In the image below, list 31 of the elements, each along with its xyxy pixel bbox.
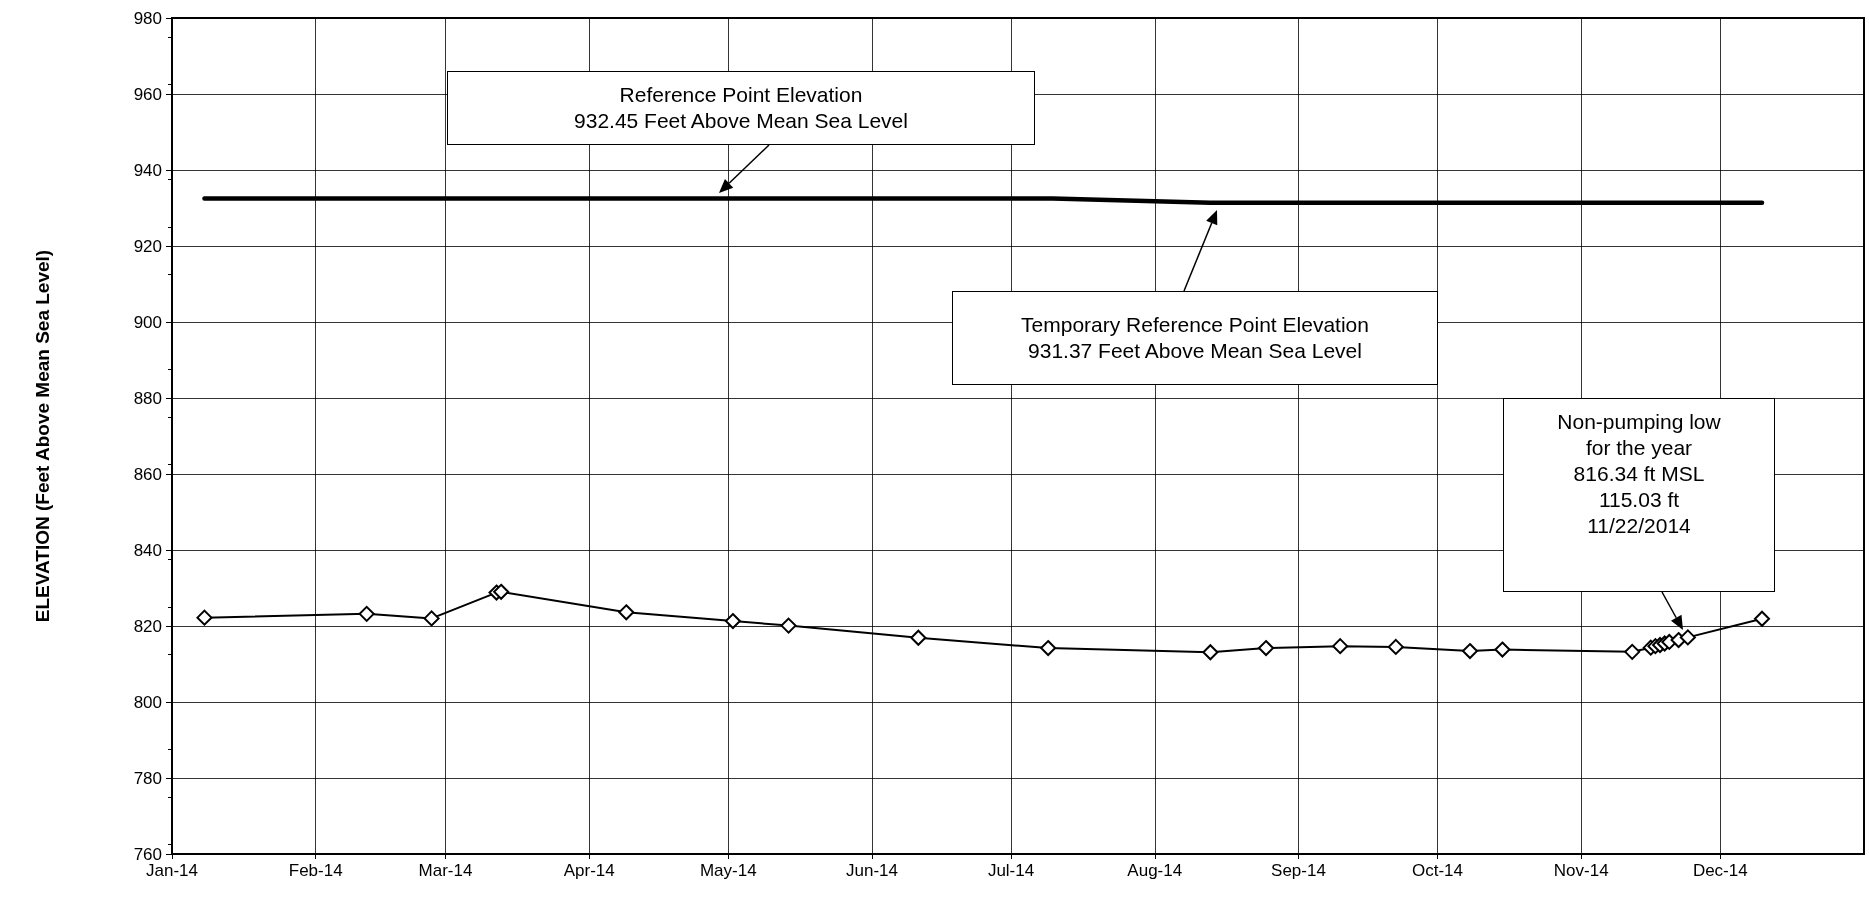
note-box: Reference Point Elevation 932.45 Feet Above Mean Sea Level	[447, 71, 1035, 145]
y-tick-label: 780	[133, 768, 162, 788]
y-tick-label: 940	[133, 160, 162, 180]
y-tick-label: 800	[133, 692, 162, 712]
y-axis-title: ELEVATION (Feet Above Mean Sea Level)	[32, 249, 53, 623]
y-tick-label: 900	[133, 312, 162, 332]
note-box: Temporary Reference Point Elevation 931.37 Feet Above Mean Sea Level	[952, 291, 1438, 385]
y-tick-label: 880	[133, 388, 162, 408]
note-box: Non-pumping low for the year 816.34 ft MSL 115.03 ft 11/22/2014	[1503, 398, 1775, 592]
x-tick-label: Jan-14	[146, 861, 198, 880]
x-tick-label: May-14	[699, 861, 757, 880]
x-tick-label: Apr-14	[563, 861, 615, 880]
y-tick-label: 820	[133, 616, 162, 636]
y-tick-label: 980	[133, 8, 162, 28]
y-tick-label: 840	[133, 540, 162, 560]
annotation: Non-pumping low for the year 816.34 ft MSL 115.03 ft 11/22/2014	[1557, 409, 1721, 539]
y-tick-label: 760	[133, 844, 162, 864]
annotation: Reference Point Elevation 932.45 Feet Above Mean Sea Level	[574, 82, 908, 134]
x-tick-label: Dec-14	[1692, 861, 1748, 880]
x-tick-label: Oct-14	[1412, 861, 1464, 880]
x-tick-label: Jun-14	[845, 861, 898, 880]
x-tick-label: Aug-14	[1127, 861, 1183, 880]
x-tick-label: Jul-14	[987, 861, 1035, 880]
y-tick-label: 960	[133, 84, 162, 104]
y-tick-label: 920	[133, 236, 162, 256]
x-tick-label: Nov-14	[1553, 861, 1609, 880]
x-tick-label: Mar-14	[418, 861, 473, 880]
annotation: Temporary Reference Point Elevation 931.37 Feet Above Mean Sea Level	[1021, 312, 1369, 364]
y-tick-label: 860	[133, 464, 162, 484]
x-tick-label: Sep-14	[1271, 861, 1326, 880]
x-tick-label: Feb-14	[288, 861, 343, 880]
